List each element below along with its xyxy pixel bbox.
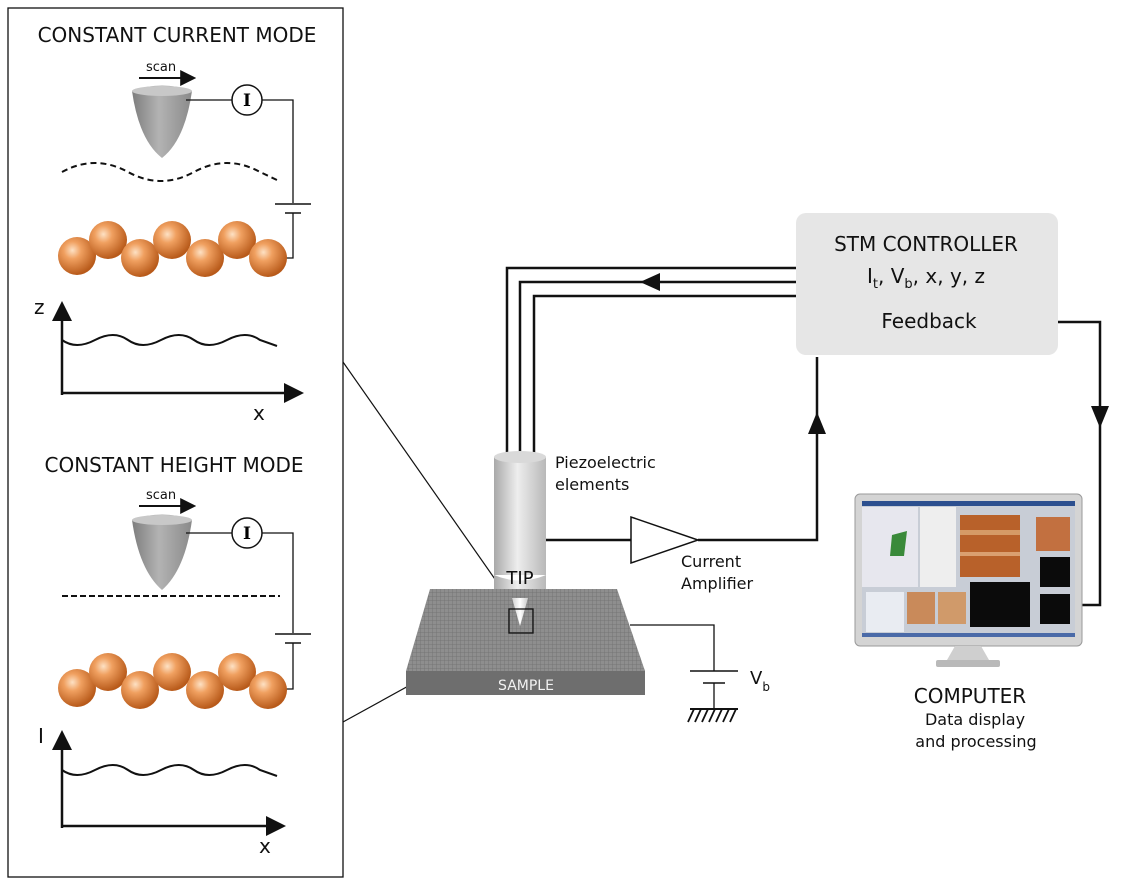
bias-symbol: V [750,668,763,689]
constant-current-section: CONSTANT CURRENT MODE scan I z x [34,23,316,425]
atom [121,671,159,709]
bias-label: Vb [750,668,770,694]
bias-wire-top [630,624,715,671]
atoms-cc [58,221,287,277]
controller-to-computer-wire [1058,320,1102,607]
monitor-stand-base [936,660,1000,667]
ground-symbol [687,708,738,723]
current-profile-curve [61,764,278,777]
piezo-cylinder-top [494,451,546,463]
atom [121,239,159,277]
controller-title: STM CONTROLLER [834,232,1018,256]
tip-top-ch [132,515,192,525]
param-v-sub: b [904,277,912,292]
atom [186,239,224,277]
zoom-line-top [342,361,519,613]
screen-dark-image-3 [1040,594,1070,624]
tip-cone-ch [132,514,192,590]
sample-top-surface [406,589,645,671]
screen-dark-image-2 [970,582,1030,627]
stm-controller-box [796,213,1058,355]
piezo-wire-z [532,294,796,455]
screen-green-shape [890,531,907,556]
constant-height-title: CONSTANT HEIGHT MODE [45,453,304,477]
wire-arrow-left [640,273,660,291]
param-i: I [867,264,873,288]
computer-monitor [854,493,1083,667]
amplifier-label-line1: Current [681,552,741,571]
ammeter-symbol-ch: I [243,524,251,544]
screen-afm-stripe [960,552,1020,556]
x-axis-label-ch: x [259,834,271,858]
scan-label-ch: scan [146,488,176,503]
circuit-wire-cc-right [262,99,294,203]
current-amplifier-symbol [630,515,701,565]
piezo-wire-y [518,280,796,455]
bias-sub: b [762,680,770,694]
screen-afm-thumb-1 [907,592,935,624]
param-rest: , x, y, z [913,264,985,288]
atom [89,221,127,259]
atom [58,237,96,275]
screen-panel-bottom [866,592,904,632]
y-axis-label-ch: I [38,724,44,748]
constant-height-section: CONSTANT HEIGHT MODE scan I I x [38,453,311,858]
atom [249,671,287,709]
screen-panel-mid [920,507,956,587]
computer-title: COMPUTER [914,684,1027,708]
screen-dark-image-1 [1040,557,1070,587]
atom [218,653,256,691]
x-axis-label-cc: x [253,401,265,425]
zoom-box [508,608,534,634]
screen-afm-image-small [1036,517,1070,551]
param-v: V [891,264,905,288]
monitor-neck [947,646,989,660]
computer-line1: Data display [925,710,1025,729]
tip-cone-cc [132,85,192,158]
constant-current-title: CONSTANT CURRENT MODE [38,23,317,47]
atom [153,221,191,259]
tip-needle [512,598,528,626]
ammeter-symbol-cc: I [243,91,251,111]
atom [249,239,287,277]
computer-line2: and processing [915,732,1036,751]
atom [186,671,224,709]
screen-afm-image-large [960,515,1020,577]
screen-panel-left [862,507,918,587]
ground-hatch [687,708,737,723]
sample-label: SAMPLE [498,678,554,694]
atom [89,653,127,691]
screen-titlebar [862,501,1075,506]
amplifier-label-line2: Amplifier [681,574,754,593]
controller-params: It, Vb, x, y, z [867,264,985,292]
scan-label-cc: scan [146,60,176,75]
controller-feedback: Feedback [881,309,977,333]
screen-afm-stripe [960,530,1020,535]
atom [218,221,256,259]
screen-taskbar [862,633,1075,637]
screen-afm-thumb-2 [938,592,966,624]
tip-path-cc [61,162,278,182]
z-profile-curve [61,334,278,347]
param-sep: , [878,264,891,288]
atom [58,669,96,707]
tip-top-cc [132,86,192,96]
atom [153,653,191,691]
piezo-label-line2: elements [555,475,629,494]
tip-label: TIP [505,568,533,589]
y-axis-label-cc: z [34,295,45,319]
atoms-ch [58,653,287,709]
piezo-cylinder [494,457,546,575]
piezo-wire-x [505,266,796,455]
piezo-label-line1: Piezoelectric [555,453,656,472]
param-i-sub: t [873,277,878,292]
feedback-arrow-up [808,412,826,434]
sample-side [406,671,645,695]
data-arrow-down [1091,406,1109,428]
circuit-wire-ch-right [262,532,294,633]
amplifier-to-controller-wire [698,357,819,542]
